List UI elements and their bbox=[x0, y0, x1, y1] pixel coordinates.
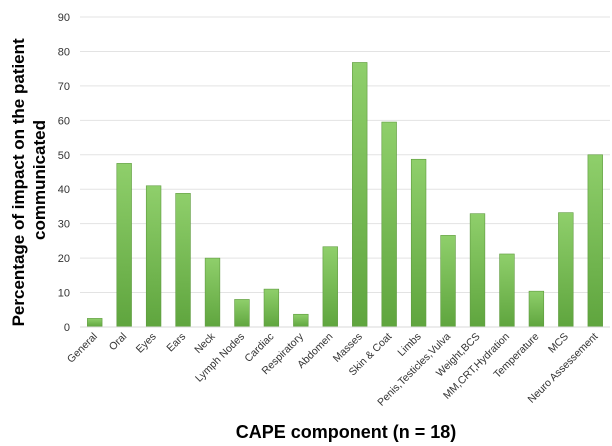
y-tick-label: 20 bbox=[58, 253, 70, 265]
y-tick-label: 50 bbox=[58, 150, 70, 162]
x-category-label: Ears bbox=[164, 331, 188, 355]
bar-ears bbox=[175, 193, 191, 328]
y-axis-title: Percentage of impact on the patient comm… bbox=[9, 34, 49, 327]
y-tick-label: 90 bbox=[58, 12, 70, 24]
bar-skin-coat bbox=[381, 121, 397, 328]
x-category-label: Eyes bbox=[134, 331, 159, 356]
bar-masses bbox=[352, 62, 368, 328]
y-tick-label: 80 bbox=[58, 46, 70, 58]
y-tick-label: 70 bbox=[58, 81, 70, 93]
bar-limbs bbox=[410, 158, 427, 328]
y-axis-title-line-1: Percentage of impact on the patient bbox=[9, 38, 28, 326]
bar-mm-crt-hydration bbox=[499, 253, 515, 328]
bars bbox=[87, 62, 603, 328]
y-tick-label: 0 bbox=[64, 322, 70, 334]
y-tick-label: 10 bbox=[58, 288, 70, 300]
x-axis-title: CAPE component (n = 18) bbox=[236, 422, 457, 442]
bar-penis-testicles-vulva bbox=[440, 235, 456, 328]
x-category-label: Oral bbox=[107, 331, 130, 354]
bar-general bbox=[87, 318, 103, 328]
y-tick-label: 30 bbox=[58, 219, 70, 231]
bar-oral bbox=[116, 163, 132, 328]
bar-cardiac bbox=[263, 288, 280, 328]
x-category-label: MCS bbox=[546, 331, 571, 356]
y-tick-label: 40 bbox=[58, 184, 70, 196]
bar-weight-bcs bbox=[469, 213, 486, 328]
bar-lymph-nodes bbox=[234, 299, 250, 328]
y-axis-title-line-2: communicated bbox=[30, 120, 49, 240]
y-tick-label: 60 bbox=[58, 115, 70, 127]
bar-neuro-assessement bbox=[587, 154, 603, 328]
x-category-label: General bbox=[65, 331, 100, 366]
grid-lines bbox=[80, 16, 610, 294]
bar-neck bbox=[204, 257, 221, 328]
bar-mcs bbox=[558, 212, 574, 328]
x-category-label: Neck bbox=[192, 330, 218, 356]
y-axis-ticks: 0 10 20 30 40 50 60 70 80 90 bbox=[58, 12, 70, 334]
bar-eyes bbox=[145, 185, 162, 328]
bar-temperature bbox=[528, 290, 545, 328]
bar-abdomen bbox=[322, 246, 338, 328]
bar-respiratory bbox=[293, 313, 309, 328]
